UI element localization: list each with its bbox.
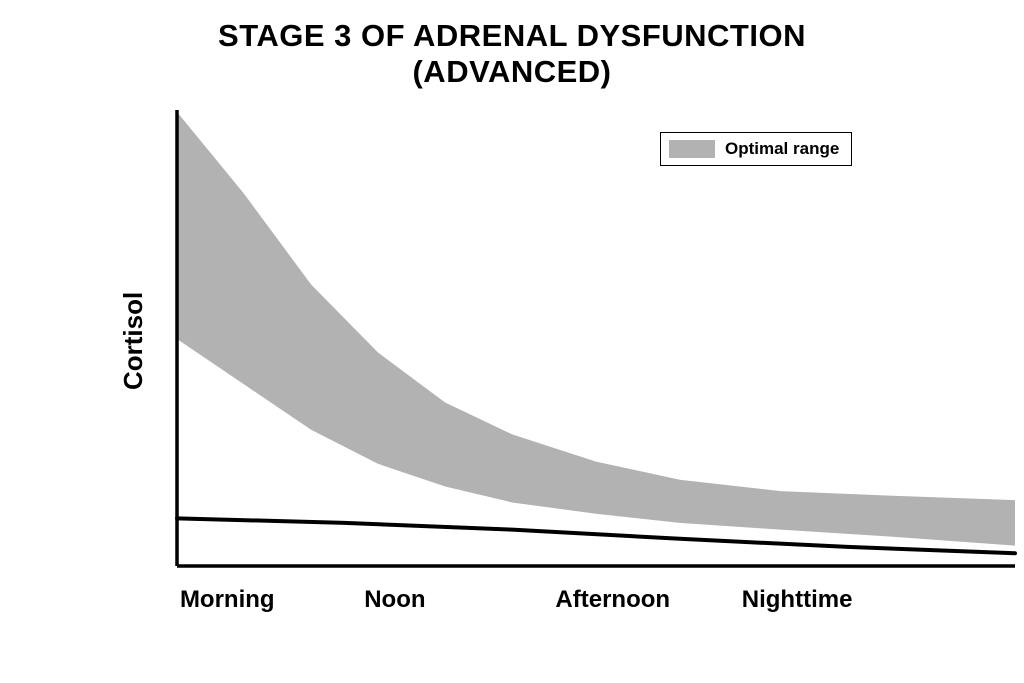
plot-area: [0, 0, 1024, 683]
legend: Optimal range: [660, 132, 852, 166]
x-axis-label: Nighttime: [717, 586, 877, 614]
legend-swatch: [669, 140, 715, 158]
x-axis-label: Morning: [147, 586, 307, 614]
legend-label: Optimal range: [725, 139, 839, 159]
x-axis-label: Noon: [315, 586, 475, 614]
cortisol-chart: STAGE 3 OF ADRENAL DYSFUNCTION (ADVANCED…: [0, 0, 1024, 683]
optimal-range-area: [177, 112, 1015, 546]
x-axis-label: Afternoon: [533, 586, 693, 614]
y-axis-label: Cortisol: [118, 292, 149, 390]
